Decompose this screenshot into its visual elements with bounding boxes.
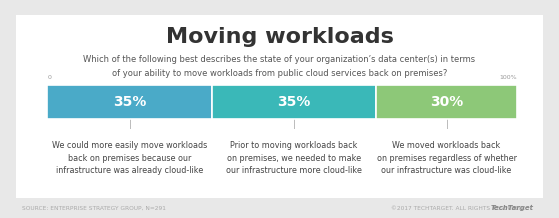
Text: 100%: 100% <box>499 75 517 80</box>
Text: We could more easily move workloads
back on premises because our
infrastructure : We could more easily move workloads back… <box>52 141 207 175</box>
Text: ©2017 TECHTARGET. ALL RIGHTS RESERVED.: ©2017 TECHTARGET. ALL RIGHTS RESERVED. <box>391 206 525 211</box>
Bar <box>16 15 543 198</box>
Bar <box>212 85 376 119</box>
Text: SOURCE: ENTERPRISE STRATEGY GROUP, N=291: SOURCE: ENTERPRISE STRATEGY GROUP, N=291 <box>22 206 166 211</box>
Text: Which of the following best describes the state of your organization’s data cent: Which of the following best describes th… <box>83 55 476 78</box>
Text: 30%: 30% <box>430 95 463 109</box>
Text: Prior to moving workloads back
on premises, we needed to make
our infrastructure: Prior to moving workloads back on premis… <box>226 141 362 175</box>
Text: We moved workloads back
on premises regardless of whether
our infrastructure was: We moved workloads back on premises rega… <box>377 141 517 175</box>
Text: 35%: 35% <box>113 95 146 109</box>
Text: 35%: 35% <box>277 95 311 109</box>
Bar <box>376 85 517 119</box>
Text: 0: 0 <box>48 75 51 80</box>
Text: TechTarget: TechTarget <box>491 205 534 211</box>
Bar <box>48 85 212 119</box>
Text: Moving workloads: Moving workloads <box>165 27 394 47</box>
